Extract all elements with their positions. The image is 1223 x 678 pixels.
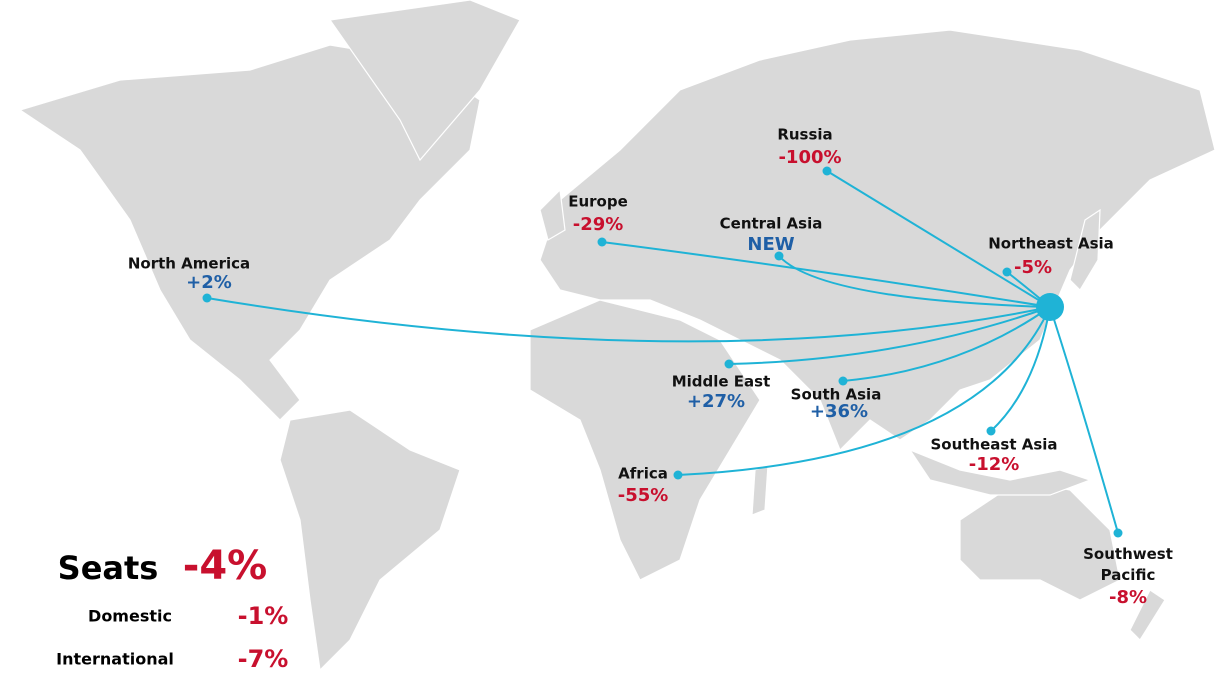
route-endpoint xyxy=(597,237,607,247)
region-name: North America xyxy=(128,255,250,273)
region-name: Southeast Asia xyxy=(930,436,1057,454)
region-name: Central Asia xyxy=(720,215,823,233)
region-name: Middle East xyxy=(672,373,771,391)
summary-row-label: Domestic xyxy=(88,607,172,626)
route-endpoint xyxy=(202,293,212,303)
region-change: -5% xyxy=(1014,257,1052,278)
route-endpoint xyxy=(986,426,996,436)
route-endpoint xyxy=(724,359,734,369)
route-line xyxy=(728,306,1051,365)
region-name-line: Southwest xyxy=(1083,545,1173,563)
route-endpoint xyxy=(822,166,832,176)
summary-row-change: -7% xyxy=(238,645,289,673)
route-line xyxy=(1049,306,1119,534)
region-change: NEW xyxy=(747,234,794,255)
region-name: South Asia xyxy=(791,386,882,404)
route-endpoint xyxy=(774,251,784,261)
summary-row-label: International xyxy=(56,650,174,669)
route-endpoint xyxy=(673,470,683,480)
region-change: -100% xyxy=(778,147,841,168)
region-name: Africa xyxy=(618,465,668,483)
region-change: +2% xyxy=(186,272,232,293)
region-change: -55% xyxy=(618,485,669,506)
region-change: +27% xyxy=(687,391,745,412)
route-line xyxy=(206,297,1051,343)
route-line xyxy=(842,306,1051,382)
route-endpoint xyxy=(838,376,848,386)
route-line xyxy=(990,306,1051,432)
summary-label: Seats xyxy=(58,549,159,587)
summary-row-change: -1% xyxy=(238,602,289,630)
route-line xyxy=(778,255,1051,308)
region-name: Northeast Asia xyxy=(988,235,1114,253)
region-name: Russia xyxy=(777,126,832,144)
region-name-line: Pacific xyxy=(1101,566,1156,584)
route-endpoint xyxy=(1002,267,1012,277)
region-name: Southwest Pacific xyxy=(1083,545,1173,584)
route-line xyxy=(677,306,1051,476)
hub xyxy=(1036,293,1064,321)
region-name: Europe xyxy=(568,193,628,211)
region-change: -8% xyxy=(1109,587,1147,608)
region-change: -12% xyxy=(969,454,1020,475)
landmass xyxy=(18,0,1216,672)
region-change: -29% xyxy=(573,214,624,235)
summary: Seats -4% Domestic -1% International -7% xyxy=(56,543,288,673)
route-line xyxy=(826,170,1051,308)
region-change: +36% xyxy=(810,401,868,422)
route-endpoint xyxy=(1113,528,1123,538)
route-line xyxy=(601,241,1051,308)
summary-change: -4% xyxy=(183,543,268,589)
